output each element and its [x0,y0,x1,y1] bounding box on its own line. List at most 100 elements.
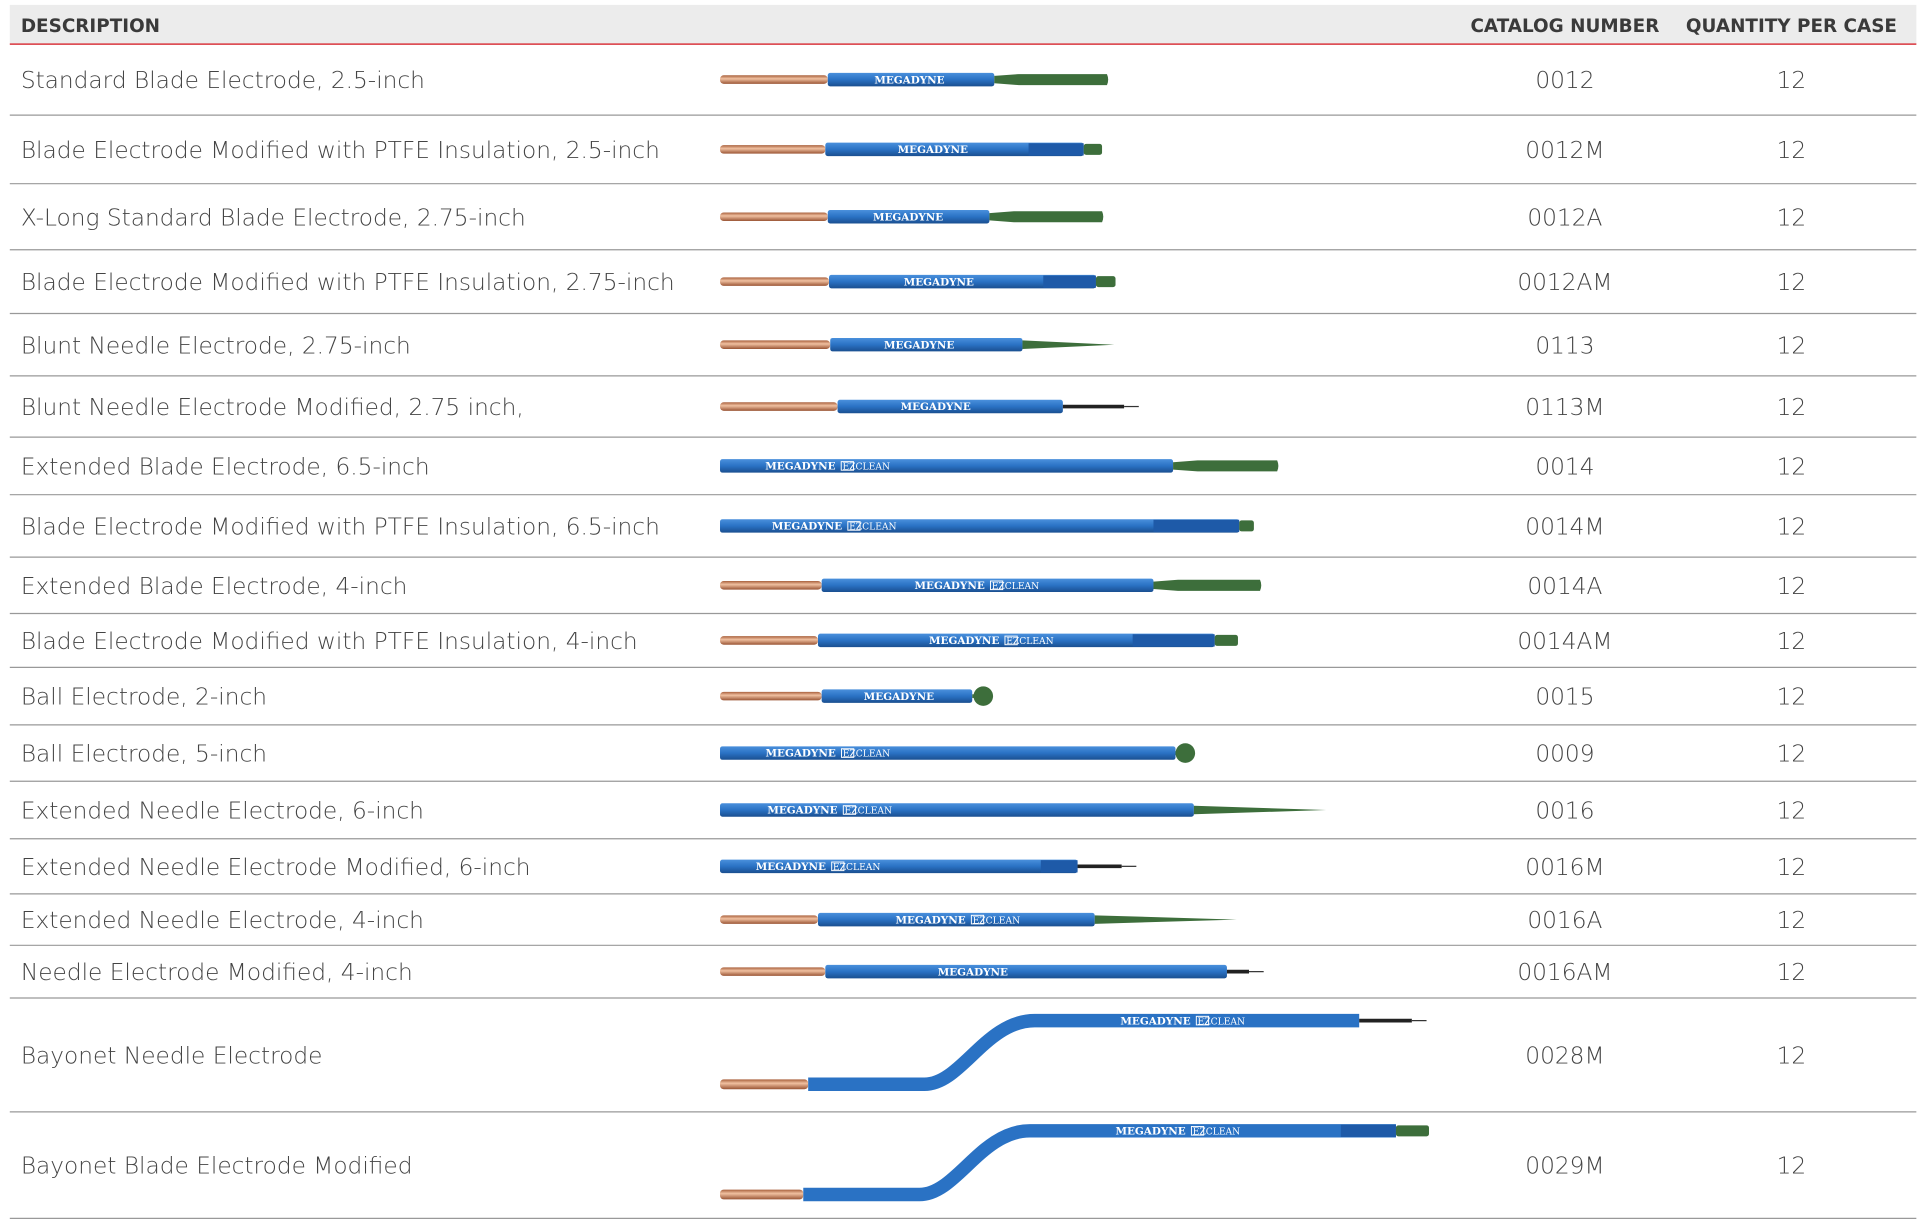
blade-tip [1153,580,1261,591]
brand-label: MEGADYNE [898,144,968,156]
copper-shaft [720,581,822,590]
electrode-image: MEGADYNE [720,686,993,706]
brand-label: MEGADYNE [767,805,837,817]
brand-label: MEGADYNE [874,74,944,86]
electrode-image: MEGADYNE [720,338,1114,351]
brand-label: MEGADYNE [938,966,1008,978]
catalog-number: 0012A [1527,204,1602,231]
brand-label: MEGADYNE [929,635,999,647]
brand-label: MEGADYNE [1120,1015,1190,1027]
catalog-number: 0016 [1535,798,1594,825]
electrode-image: MEGADYNEEZCLEAN [720,519,1254,532]
description: Extended Needle Electrode, 4-inch [21,907,424,934]
copper-shaft [720,402,838,411]
catalog-number: 0113 [1535,332,1594,359]
electrode-image: MEGADYNE EZCLEAN [720,913,1237,926]
brand-label: MEGADYNE [901,401,971,413]
blade-tip [1239,520,1254,531]
description: Blunt Needle Electrode Modified, 2.75 in… [21,394,524,421]
header-quantity: QUANTITY PER CASE [1686,16,1897,37]
quantity: 12 [1777,394,1807,421]
brand-label: MEGADYNE [884,339,954,351]
electrode-image: MEGADYNE [720,275,1116,288]
catalog-number: 0012AM [1517,269,1612,296]
brand-label: MEGADYNE [772,521,842,533]
quantity: 12 [1777,798,1807,825]
header-catalog: CATALOG NUMBER [1470,16,1659,37]
quantity: 12 [1777,1153,1807,1180]
ball-tip [1176,743,1196,763]
description: Blade Electrode Modified with PTFE Insul… [21,269,675,296]
quantity: 12 [1777,332,1807,359]
quantity: 12 [1777,269,1807,296]
catalog-number: 0016M [1525,854,1604,881]
catalog-number: 0029M [1525,1153,1604,1180]
copper-shaft [720,212,828,221]
catalog-number: 0014 [1535,453,1594,480]
catalog-number: 0009 [1535,741,1594,768]
copper-shaft [720,915,818,924]
insulation [1029,143,1084,155]
copper-shaft [720,145,825,154]
blade-tip [1215,635,1238,646]
copper-shaft [720,340,830,349]
electrode-image: MEGADYNE EZCLEAN [720,860,1136,873]
copper-shaft [720,75,828,84]
quantity: 12 [1777,628,1807,655]
blue-shaft [822,579,1154,592]
description: Blade Electrode Modified with PTFE Insul… [21,137,660,164]
description: Blade Electrode Modified with PTFE Insul… [21,628,638,655]
brand-label: MEGADYNE [1116,1125,1186,1137]
description: Blunt Needle Electrode, 2.75-inch [21,332,411,359]
blue-shaft [825,965,1227,978]
catalog-number: 0014AM [1517,628,1612,655]
description: Bayonet Needle Electrode [21,1042,323,1069]
quantity: 12 [1777,1042,1807,1069]
electrode-image: MEGADYNE [720,210,1103,223]
insulation [1043,276,1096,288]
description: Extended Blade Electrode, 6.5-inch [21,453,430,480]
quantity: 12 [1777,741,1807,768]
quantity: 12 [1777,453,1807,480]
description: Blade Electrode Modified with PTFE Insul… [21,513,660,540]
catalog-number: 0014M [1525,513,1604,540]
catalog-number: 0014A [1527,573,1602,600]
insulation [1041,860,1078,872]
header-description: DESCRIPTION [21,16,160,37]
insulation [1153,520,1239,532]
quantity: 12 [1777,684,1807,711]
ezclean-label: EZCLEAN [833,862,881,873]
blade-tip [994,74,1108,85]
quantity: 12 [1777,67,1807,94]
blue-shaft [803,1131,1396,1195]
needle-tip [1022,340,1114,349]
copper-shaft [720,1079,808,1089]
copper-shaft [720,277,829,286]
quantity: 12 [1777,513,1807,540]
copper-shaft [720,692,822,701]
catalog-number: 0016AM [1517,959,1612,986]
ezclean-label: EZCLEAN [973,915,1021,926]
brand-label: MEGADYNE [895,914,965,926]
brand-label: MEGADYNE [765,461,835,473]
electrode-image: MEGADYNE [720,73,1108,86]
description: Ball Electrode, 5-inch [21,741,267,768]
description: Extended Needle Electrode, 6-inch [21,798,424,825]
brand-label: MEGADYNE [873,211,943,223]
catalog-number: 0012 [1535,67,1594,94]
blade-tip [1396,1125,1429,1136]
insulation [1341,1125,1396,1137]
electrode-image: MEGADYNE [720,143,1102,156]
quantity: 12 [1777,573,1807,600]
brand-label: MEGADYNE [766,748,836,760]
ezclean-label: EZCLEAN [992,581,1040,592]
description: X-Long Standard Blade Electrode, 2.75-in… [21,204,526,231]
quantity: 12 [1777,204,1807,231]
brand-label: MEGADYNE [756,861,826,873]
electrode-image: MEGADYNE [720,400,1139,413]
copper-shaft [720,967,825,976]
ball-tip [973,686,993,706]
description: Standard Blade Electrode, 2.5-inch [21,67,425,94]
